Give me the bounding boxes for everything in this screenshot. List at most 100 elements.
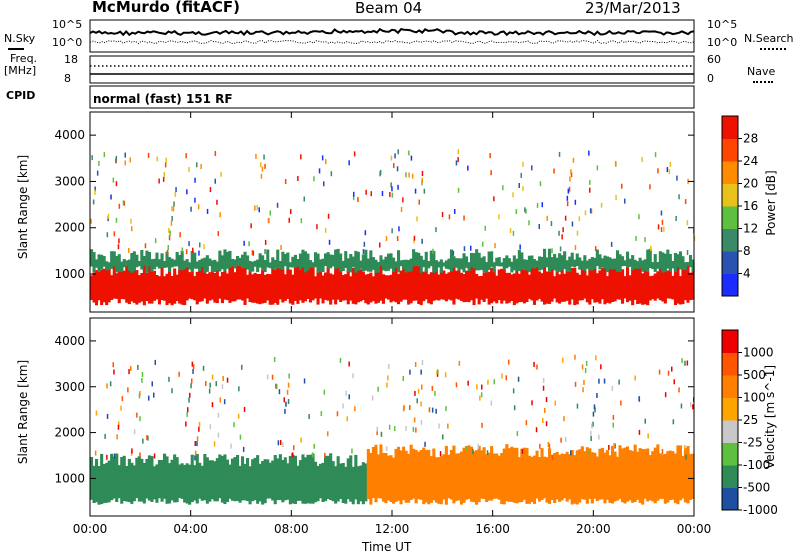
power-band-0-cell: [210, 271, 214, 300]
power-scatter-point: [561, 234, 563, 240]
velocity-band-1-cell: [381, 453, 385, 502]
velocity-scatter-point: [684, 360, 686, 366]
velocity-scatter-point: [327, 431, 329, 437]
power-scatter-point: [254, 205, 256, 211]
velocity-scatter-point: [583, 380, 585, 385]
velocity-scatter-point: [437, 369, 439, 375]
velocity-scatter-point: [130, 365, 132, 371]
power-band-0-cell: [673, 263, 677, 305]
velocity-scatter-point: [95, 410, 98, 416]
power-scatter-point: [518, 183, 520, 188]
power-band-1-cell: [316, 253, 320, 273]
power-panel: 1000 2000 3000 4000: [54, 111, 696, 313]
velocity-scatter-point: [576, 403, 579, 409]
power-band-1-cell: [173, 259, 177, 267]
power-band-1-cell: [127, 259, 131, 271]
velocity-band-1-cell: [613, 451, 617, 502]
power-band-0-cell: [261, 269, 265, 304]
power-band-1-cell: [246, 255, 250, 270]
power-scatter-point: [175, 187, 177, 193]
velocity-scatter-point: [198, 422, 201, 427]
power-band-1-cell: [681, 256, 685, 270]
nsearch-label: N.Search: [744, 32, 794, 45]
velocity-scatter-point: [133, 429, 136, 435]
power-band-1-cell: [137, 261, 141, 267]
velocity-band-0-cell: [316, 465, 320, 502]
power-band-0-cell: [371, 276, 375, 302]
power-band-0-cell: [298, 264, 302, 301]
power-scatter-point: [559, 246, 562, 252]
velocity-band-0-cell: [303, 457, 307, 504]
velocity-scatter-point: [542, 385, 545, 391]
power-band-0-cell: [623, 276, 627, 299]
velocity-scatter-point: [420, 419, 423, 425]
velocity-band-0-cell: [193, 465, 197, 501]
power-band-0-cell: [256, 274, 260, 304]
colorbar-swatch: [722, 487, 738, 511]
velocity-band-0-cell: [314, 461, 318, 503]
velocity-scatter-point: [545, 397, 548, 402]
power-scatter-point: [546, 215, 548, 221]
power-scatter-point: [269, 210, 271, 216]
power-scatter-point: [163, 172, 165, 178]
velocity-band-1-cell: [555, 451, 559, 500]
velocity-scatter-point: [539, 443, 541, 449]
velocity-band-1-cell: [605, 450, 609, 500]
power-band-1-cell: [648, 248, 652, 268]
power-scatter-point: [115, 155, 118, 161]
velocity-band-1-cell: [497, 455, 501, 500]
velocity-band-1-cell: [376, 454, 380, 499]
power-scatter-point: [258, 207, 260, 213]
velocity-band-1-cell: [628, 450, 632, 501]
velocity-band-0-cell: [356, 466, 360, 505]
power-band-1-cell: [105, 261, 109, 271]
power-band-0-cell: [409, 263, 413, 304]
power-band-0-cell: [590, 264, 594, 300]
power-band-1-cell: [598, 254, 602, 270]
velocity-band-1-cell: [616, 456, 620, 501]
power-band-1-cell: [135, 254, 139, 268]
power-band-0-cell: [686, 264, 690, 303]
power-band-1-cell: [329, 254, 333, 269]
power-band-1-cell: [480, 257, 484, 270]
velocity-scatter-point: [153, 392, 155, 398]
power-band-1-cell: [220, 255, 224, 270]
power-scatter-point: [219, 212, 221, 218]
power-band-0-cell: [200, 265, 204, 302]
velocity-band-0-cell: [170, 459, 174, 501]
velocity-band-0-cell: [236, 455, 240, 501]
velocity-scatter-point: [535, 427, 538, 433]
power-band-1-cell: [558, 253, 562, 272]
power-band-1-cell: [298, 253, 302, 270]
power-band-0-cell: [480, 276, 484, 300]
power-band-1-cell: [449, 249, 453, 272]
x-axis-ticks: 00:00 04:00 08:00 12:00 16:00 20:00 00:00: [73, 112, 711, 536]
velocity-scatter-point: [455, 382, 458, 388]
power-scatter-point: [572, 157, 575, 163]
velocity-band-0-cell: [163, 453, 167, 499]
velocity-scatter-point: [671, 366, 673, 372]
xtick-label: 00:00: [73, 522, 108, 536]
velocity-scatter-point: [147, 435, 149, 441]
power-band-0-cell: [356, 263, 360, 303]
power-band-0-cell: [215, 263, 219, 304]
power-band-1-cell: [442, 262, 446, 267]
power-scatter-point: [147, 152, 150, 158]
velocity-band-0-cell: [286, 463, 290, 500]
velocity-band-1-cell: [467, 445, 471, 499]
power-scatter-point: [457, 187, 460, 193]
power-scatter-point: [624, 198, 626, 204]
power-band-0-cell: [432, 266, 436, 301]
power-band-0-cell: [475, 273, 479, 299]
power-band-0-cell: [115, 273, 119, 299]
power-band-1-cell: [595, 249, 599, 266]
velocity-scatter-point: [431, 407, 434, 413]
velocity-scatter-point: [595, 355, 597, 361]
power-band-1-cell: [593, 257, 597, 269]
velocity-scatter-point: [444, 372, 447, 378]
velocity-scatter-point: [598, 378, 600, 384]
power-band-1-cell: [271, 257, 275, 270]
power-band-0-cell: [205, 273, 209, 304]
velocity-scatter-point: [154, 359, 156, 365]
power-band-1-cell: [447, 258, 451, 270]
